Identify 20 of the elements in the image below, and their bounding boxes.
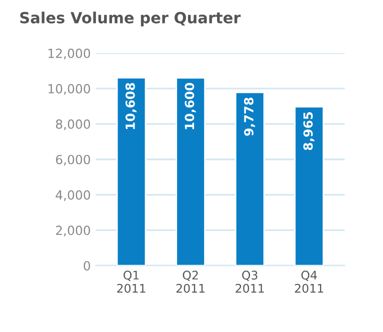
y-tick-label: 8,000: [56, 119, 90, 130]
x-tick-label: Q1 2011: [117, 270, 146, 293]
data-label: 9,778: [244, 98, 256, 136]
y-tick-label: 0: [84, 261, 90, 271]
data-label: 8,965: [303, 112, 314, 150]
x-tick-label: Q2 2011: [176, 270, 205, 293]
y-tick-label: 6,000: [56, 154, 90, 166]
bar: [116, 77, 146, 266]
y-tick-label: 4,000: [56, 190, 90, 201]
bar: [176, 77, 206, 266]
y-tick-label: 2,000: [56, 226, 90, 236]
x-tick-label: Q4 2011: [294, 270, 324, 293]
bar: [234, 92, 265, 266]
data-label: 10,608: [125, 82, 137, 130]
x-tick-label: Q3 2011: [236, 270, 264, 293]
bar: [294, 106, 324, 266]
y-tick-label: 10,000: [48, 84, 90, 95]
chart-title: Sales Volume per Quarter: [20, 12, 241, 26]
y-tick-label: 12,000: [48, 48, 90, 60]
data-label: 10,600: [184, 82, 196, 130]
